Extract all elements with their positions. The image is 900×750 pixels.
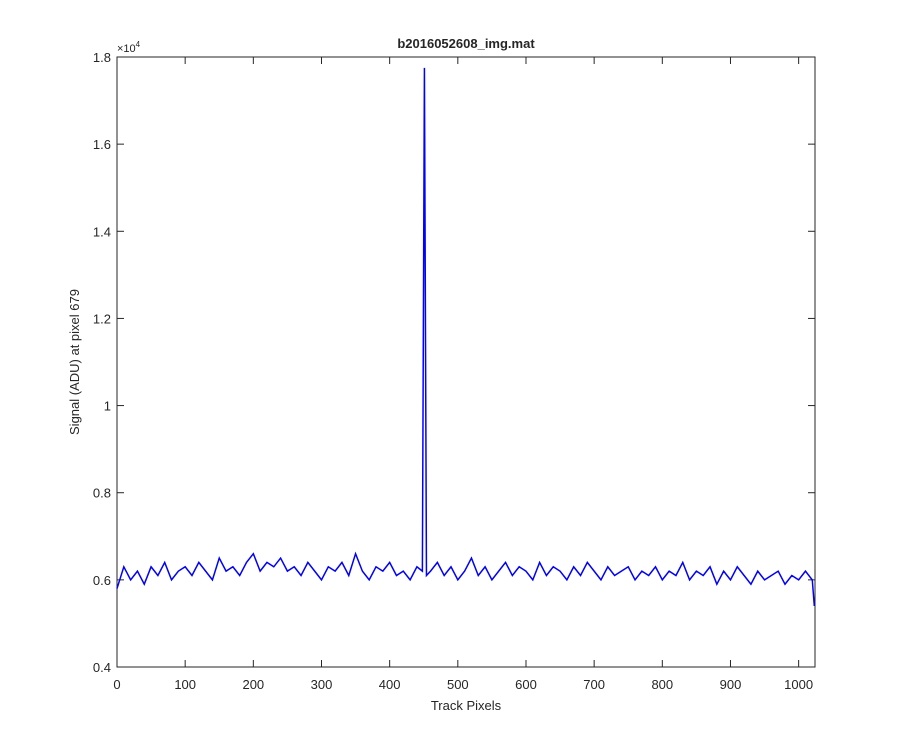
x-tick-label: 900 [720,677,742,692]
x-tick-label: 1000 [784,677,813,692]
x-tick-label: 300 [311,677,333,692]
x-tick-label: 700 [583,677,605,692]
y-tick-label: 1.4 [93,224,111,239]
data-line [116,67,816,607]
x-tick-label: 400 [379,677,401,692]
x-tick-label: 100 [174,677,196,692]
y-tick-label: 1.8 [93,50,111,65]
plot-box [116,56,816,668]
y-tick-label: 0.6 [93,573,111,588]
x-tick-label: 500 [447,677,469,692]
x-axis-label: Track Pixels [431,698,502,713]
chart-title: b2016052608_img.mat [397,36,535,51]
y-tick-label: 1 [104,399,111,414]
y-tick-label: 0.8 [93,486,111,501]
x-tick-label: 0 [113,677,120,692]
y-exponent: ×104 [117,40,141,55]
x-tick-label: 600 [515,677,537,692]
y-tick-label: 1.6 [93,137,111,152]
y-axis-label: Signal (ADU) at pixel 679 [67,289,82,435]
y-tick-label: 0.4 [93,660,111,675]
x-tick-label: 200 [242,677,264,692]
y-exponent-base: ×10 [117,43,136,55]
y-exponent-power: 4 [136,40,141,49]
y-tick-label: 1.2 [93,311,111,326]
x-tick-label: 800 [651,677,673,692]
